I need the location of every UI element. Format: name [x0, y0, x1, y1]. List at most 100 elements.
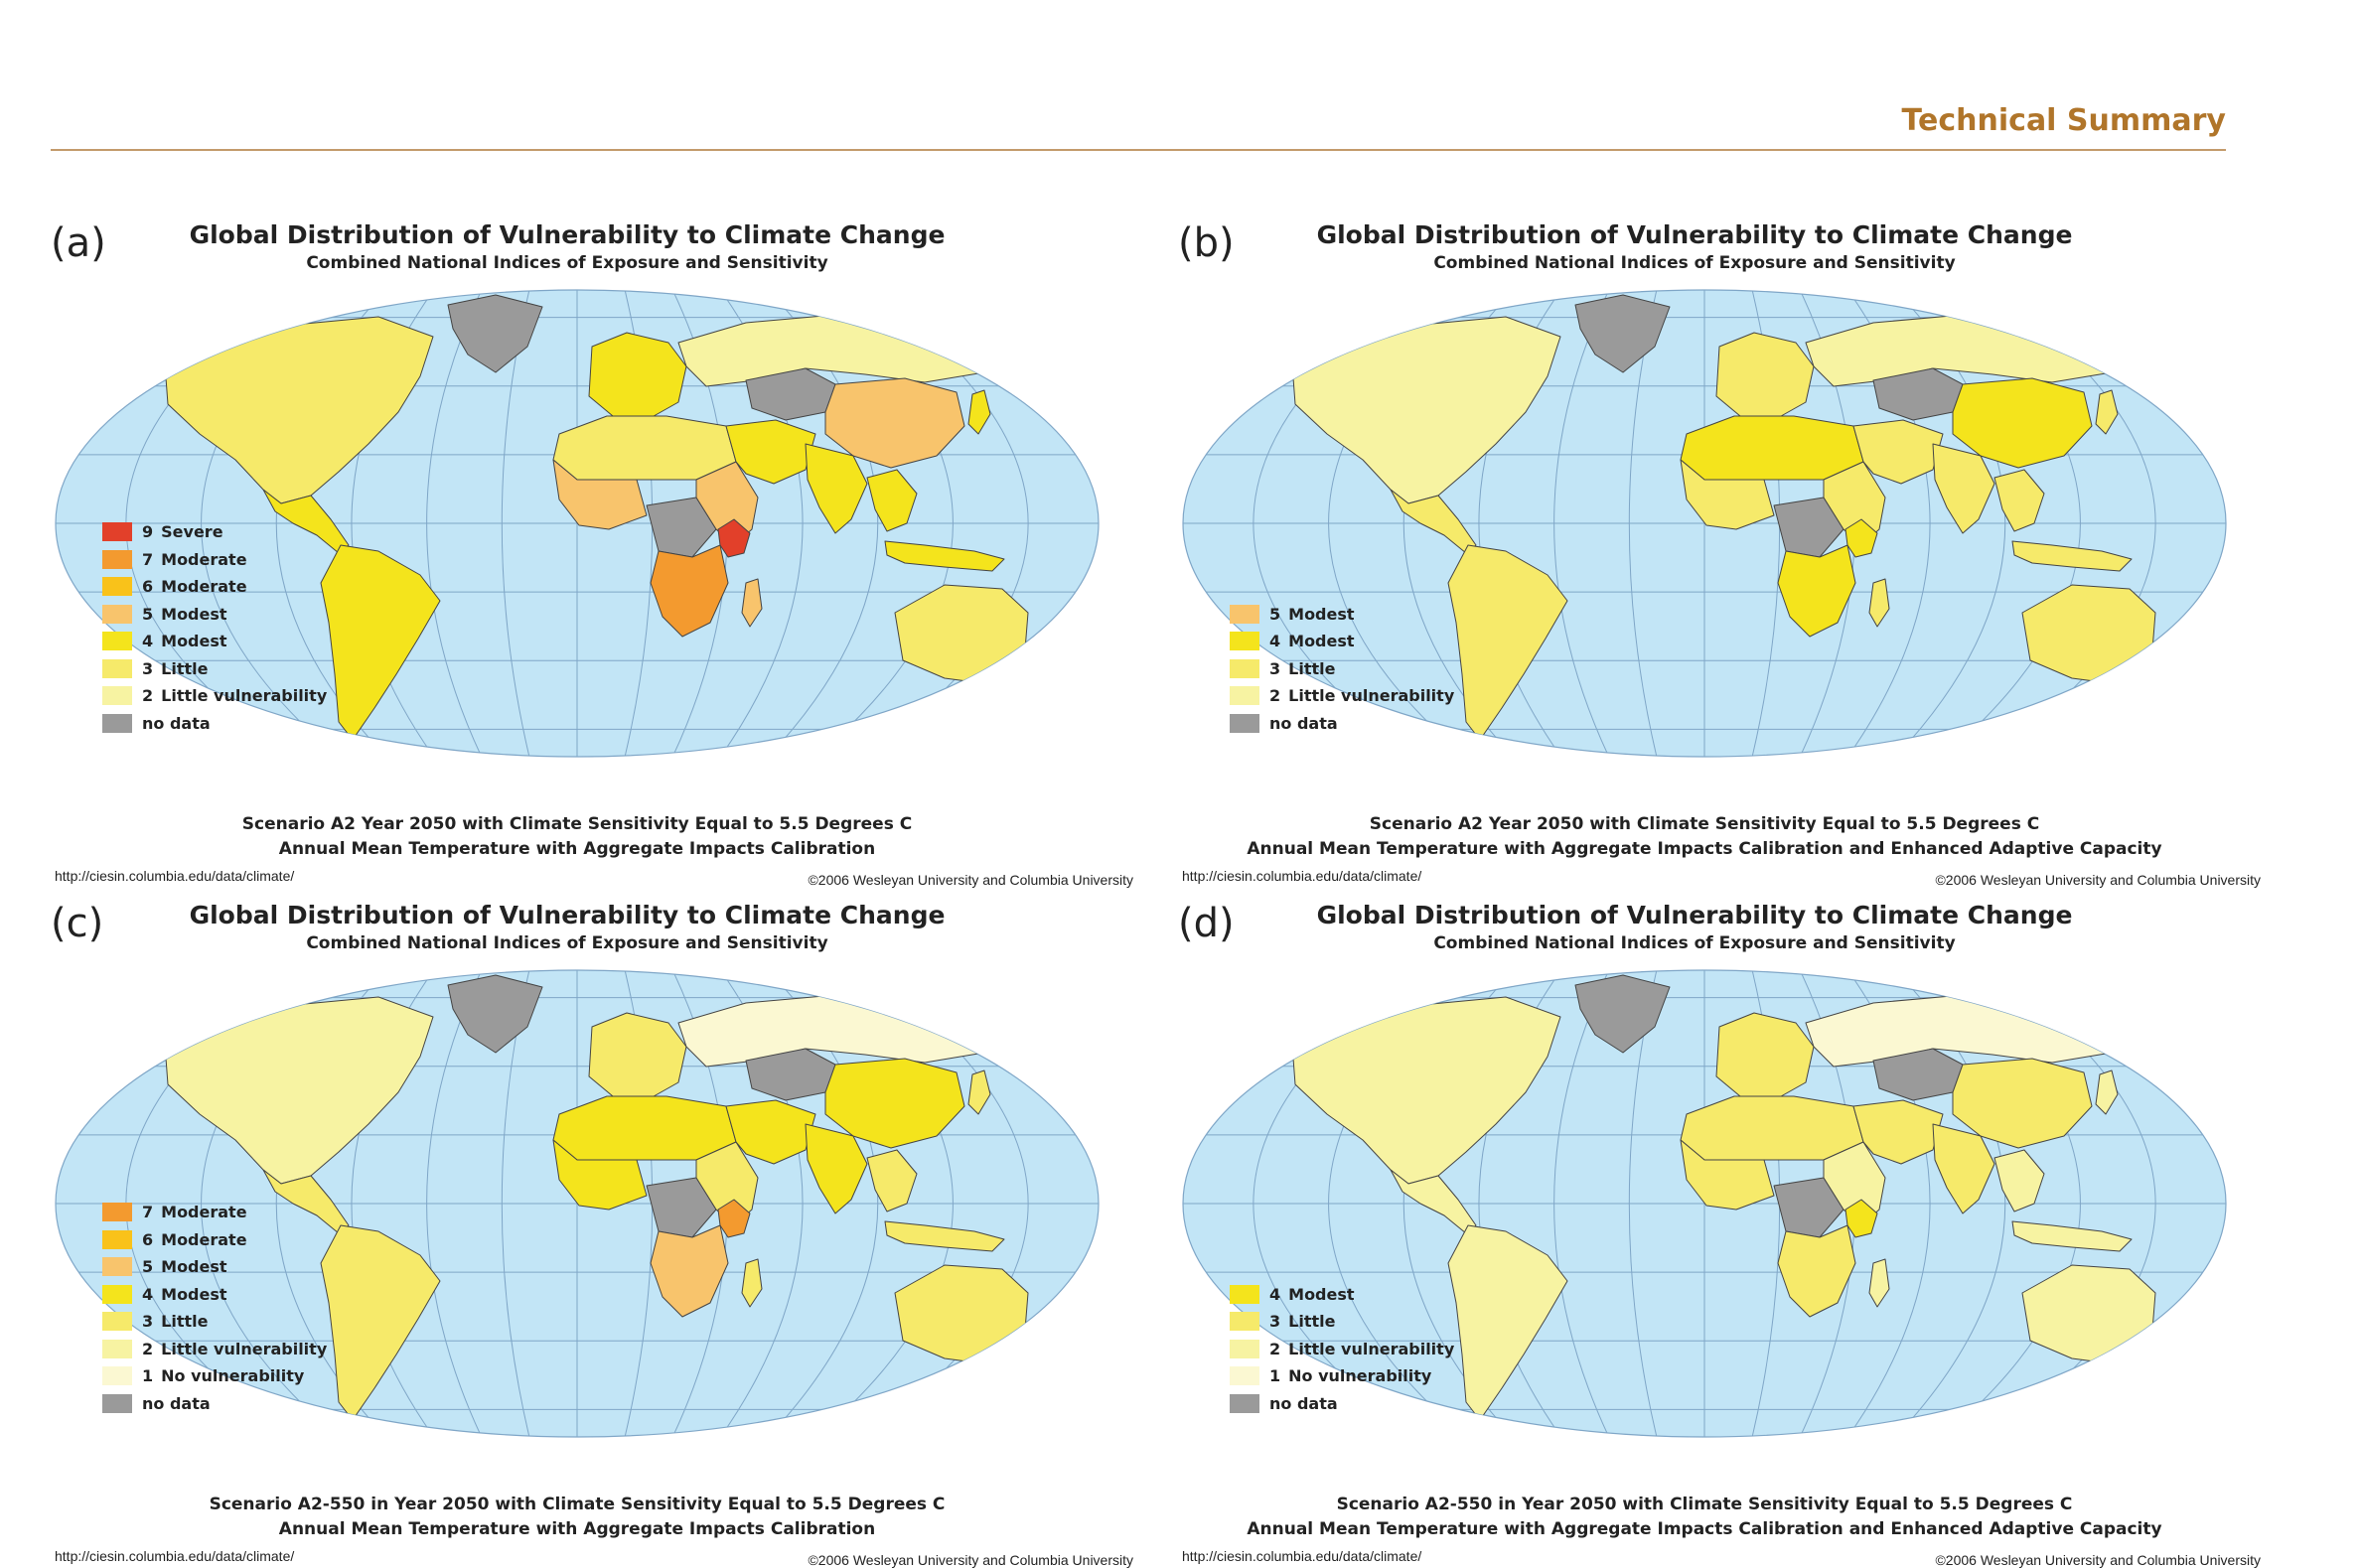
map-legend: 9 Severe 7 Moderate 6 Moderate 5 Modest 4 Modest 3…: [102, 518, 327, 737]
region-greenland: [1574, 974, 1671, 1054]
map-title: Global Distribution of Vulnerability to …: [1316, 901, 2073, 929]
legend-swatch: [1230, 1339, 1259, 1358]
scenario-detail-line: Annual Mean Temperature with Aggregate I…: [1247, 839, 2162, 859]
source-url: http://ciesin.columbia.edu/data/climate/: [55, 868, 295, 884]
legend-label: Little vulnerability: [1288, 686, 1455, 706]
region-japan: [2095, 389, 2119, 435]
copyright-note: ©2006 Wesleyan University and Columbia U…: [808, 1552, 1133, 1568]
legend-item: 4 Modest: [1230, 1281, 1454, 1309]
region-indonesia: [884, 540, 1005, 572]
region-southern-africa: [1777, 544, 1856, 638]
legend-value: 2: [142, 1339, 154, 1358]
region-north-america: [1291, 996, 1561, 1185]
legend-value: 4: [1269, 632, 1281, 651]
legend-swatch: [102, 1284, 132, 1304]
region-china: [824, 1058, 965, 1149]
legend-value: 4: [1269, 1284, 1281, 1304]
page-title: Technical Summary: [1901, 103, 2226, 138]
scenario-line: Scenario A2 Year 2050 with Climate Sensi…: [241, 814, 913, 834]
region-south-america: [1447, 1224, 1568, 1421]
map-title: Global Distribution of Vulnerability to …: [1316, 220, 2073, 249]
legend-value: 2: [1269, 686, 1281, 706]
region-southeast-asia: [866, 469, 918, 532]
legend-label: no data: [1269, 713, 1338, 733]
map-title: Global Distribution of Vulnerability to …: [189, 901, 946, 929]
legend-label: Moderate: [161, 1229, 247, 1249]
panel-tag: (b): [1178, 220, 1235, 266]
region-japan: [967, 389, 991, 435]
region-europe: [1715, 1012, 1815, 1101]
region-middle-east: [725, 1099, 816, 1165]
region-central-africa: [1773, 497, 1844, 558]
scenario-line: Scenario A2 Year 2050 with Climate Sensi…: [1369, 814, 2040, 834]
region-new-zealand: [2160, 677, 2188, 723]
legend-label: no data: [1269, 1393, 1338, 1413]
region-greenland: [1574, 294, 1671, 373]
land-regions: [1291, 294, 2188, 741]
legend-value: 3: [142, 1312, 154, 1332]
legend-item: no data: [1230, 1390, 1454, 1418]
legend-item: 5 Modest: [102, 1253, 327, 1281]
region-north-america: [164, 316, 434, 504]
region-north-africa: [552, 1095, 737, 1161]
land-regions: [164, 294, 1061, 741]
region-north-africa: [552, 415, 737, 481]
region-south-america: [320, 544, 441, 741]
map-subtitle: Combined National Indices of Exposure an…: [1433, 253, 1956, 273]
legend-swatch: [1230, 713, 1259, 733]
region-indonesia: [2011, 540, 2133, 572]
land-regions: [1291, 974, 2188, 1421]
legend-swatch: [102, 522, 132, 542]
legend-value: 4: [142, 1284, 154, 1304]
region-new-zealand: [1033, 677, 1061, 723]
legend-item: 4 Modest: [1230, 628, 1454, 655]
world-map: [55, 969, 1100, 1438]
legend-label: Little vulnerability: [1288, 1339, 1455, 1358]
region-south-america: [320, 1224, 441, 1421]
legend-label: Moderate: [161, 577, 247, 597]
legend-value: 5: [142, 604, 154, 624]
copyright-note: ©2006 Wesleyan University and Columbia U…: [1935, 872, 2261, 888]
legend-swatch: [1230, 1312, 1259, 1332]
panel-tag: (a): [51, 220, 106, 266]
legend-value: 2: [1269, 1339, 1281, 1358]
legend-item: no data: [102, 710, 327, 738]
legend-label: Modest: [1288, 632, 1355, 651]
legend-label: Modest: [161, 632, 227, 651]
legend-swatch: [102, 577, 132, 597]
scenario-line: Scenario A2-550 in Year 2050 with Climat…: [209, 1495, 946, 1514]
legend-label: No vulnerability: [1288, 1366, 1432, 1386]
map-panel-b: (b) Global Distribution of Vulnerability …: [1178, 220, 2261, 888]
region-europe: [588, 332, 687, 421]
region-west-africa: [552, 459, 648, 530]
legend-swatch: [102, 549, 132, 569]
region-middle-east: [1852, 1099, 1944, 1165]
page-header: Technical Summary: [51, 99, 2226, 151]
legend-item: 1 No vulnerability: [102, 1362, 327, 1390]
legend-item: 7 Moderate: [102, 546, 327, 574]
legend-label: Little vulnerability: [161, 686, 328, 706]
legend-item: 4 Modest: [102, 628, 327, 655]
map-legend: 4 Modest 3 Little 2 Little vulnerability 1 No v…: [1230, 1281, 1454, 1418]
region-madagascar: [1868, 1258, 1890, 1308]
legend-item: 1 No vulnerability: [1230, 1362, 1454, 1390]
region-west-africa: [1680, 1139, 1775, 1211]
region-north-america: [164, 996, 434, 1185]
region-new-zealand: [2160, 1357, 2188, 1403]
legend-swatch: [1230, 658, 1259, 678]
map-legend: 5 Modest 4 Modest 3 Little 2 Little vulnerabili…: [1230, 601, 1454, 738]
copyright-note: ©2006 Wesleyan University and Columbia U…: [808, 872, 1133, 888]
region-central-africa: [646, 1177, 717, 1238]
map-subtitle: Combined National Indices of Exposure an…: [1433, 933, 1956, 953]
region-madagascar: [741, 1258, 763, 1308]
legend-item: 5 Modest: [1230, 601, 1454, 629]
region-europe: [1715, 332, 1815, 421]
legend-value: 1: [1269, 1366, 1281, 1386]
legend-label: Severe: [161, 522, 223, 542]
region-indonesia: [884, 1220, 1005, 1252]
legend-item: 3 Little: [102, 655, 327, 683]
legend-value: 6: [142, 577, 154, 597]
legend-item: 9 Severe: [102, 518, 327, 546]
map-panel-c: (c) Global Distribution of Vulnerability …: [51, 901, 1133, 1568]
legend-swatch: [102, 713, 132, 733]
